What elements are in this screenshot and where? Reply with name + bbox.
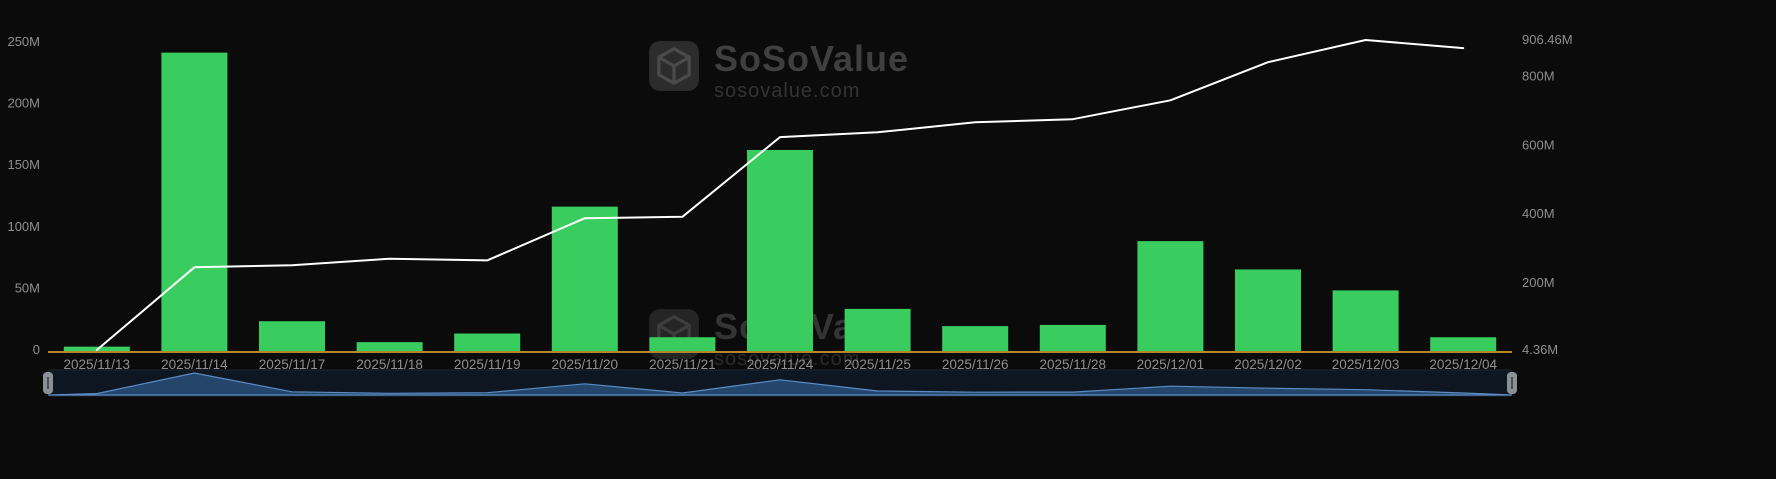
bar-2025/11/21[interactable] [649, 337, 716, 352]
x-axis-date: 2025/12/04 [1429, 357, 1497, 372]
x-axis-date: 2025/11/21 [649, 357, 716, 372]
right-axis-tick: 4.36M [1522, 342, 1558, 357]
x-axis-date: 2025/12/03 [1332, 357, 1400, 372]
bar-2025/11/26[interactable] [942, 326, 1009, 352]
bar-2025/12/03[interactable] [1332, 290, 1399, 352]
x-axis-date: 2025/11/28 [1040, 357, 1107, 372]
bar-2025/11/18[interactable] [356, 342, 423, 352]
cumulative-line [95, 39, 1465, 351]
right-axis-tick: 400M [1522, 206, 1555, 221]
right-axis-tick: 600M [1522, 137, 1555, 152]
range-selector-area [47, 372, 1513, 396]
x-axis-date: 2025/11/26 [942, 357, 1009, 372]
range-selector-right-handle-grip [1511, 377, 1513, 389]
bar-2025/12/02[interactable] [1235, 269, 1301, 352]
x-axis-date: 2025/11/17 [259, 357, 326, 372]
x-axis-date: 2025/11/13 [64, 357, 131, 372]
left-axis-tick: 150M [7, 157, 40, 172]
left-axis-tick: 100M [7, 219, 40, 234]
left-axis-tick: 50M [15, 280, 40, 295]
x-axis-date: 2025/11/19 [454, 357, 521, 372]
bar-2025/11/20[interactable] [551, 206, 618, 352]
range-selector-left-handle-grip [47, 377, 49, 389]
left-axis-tick: 250M [7, 34, 40, 49]
bar-2025/11/17[interactable] [259, 321, 325, 352]
right-axis-tick: 906.46M [1522, 32, 1573, 47]
x-axis-date: 2025/11/20 [552, 357, 619, 372]
x-axis-date: 2025/12/01 [1137, 357, 1205, 372]
left-axis-tick: 200M [7, 96, 40, 111]
bar-2025/11/14[interactable] [161, 52, 228, 353]
bar-2025/12/04[interactable] [1430, 337, 1497, 352]
x-axis-date: 2025/12/02 [1234, 357, 1302, 372]
x-axis-date: 2025/11/25 [844, 357, 911, 372]
left-axis-tick: 0 [33, 342, 40, 357]
x-axis-line [48, 351, 1512, 353]
right-axis-tick: 200M [1522, 275, 1555, 290]
bar-2025/11/25[interactable] [844, 308, 911, 352]
x-axis-date: 2025/11/24 [747, 357, 814, 372]
bar-2025/12/01[interactable] [1137, 241, 1204, 352]
x-axis-date: 2025/11/18 [356, 357, 423, 372]
bar-2025/11/28[interactable] [1039, 324, 1106, 352]
right-axis-tick: 800M [1522, 69, 1555, 84]
bar-2025/11/24[interactable] [747, 149, 813, 352]
bar-2025/11/19[interactable] [454, 333, 521, 352]
x-axis-date: 2025/11/14 [161, 357, 228, 372]
